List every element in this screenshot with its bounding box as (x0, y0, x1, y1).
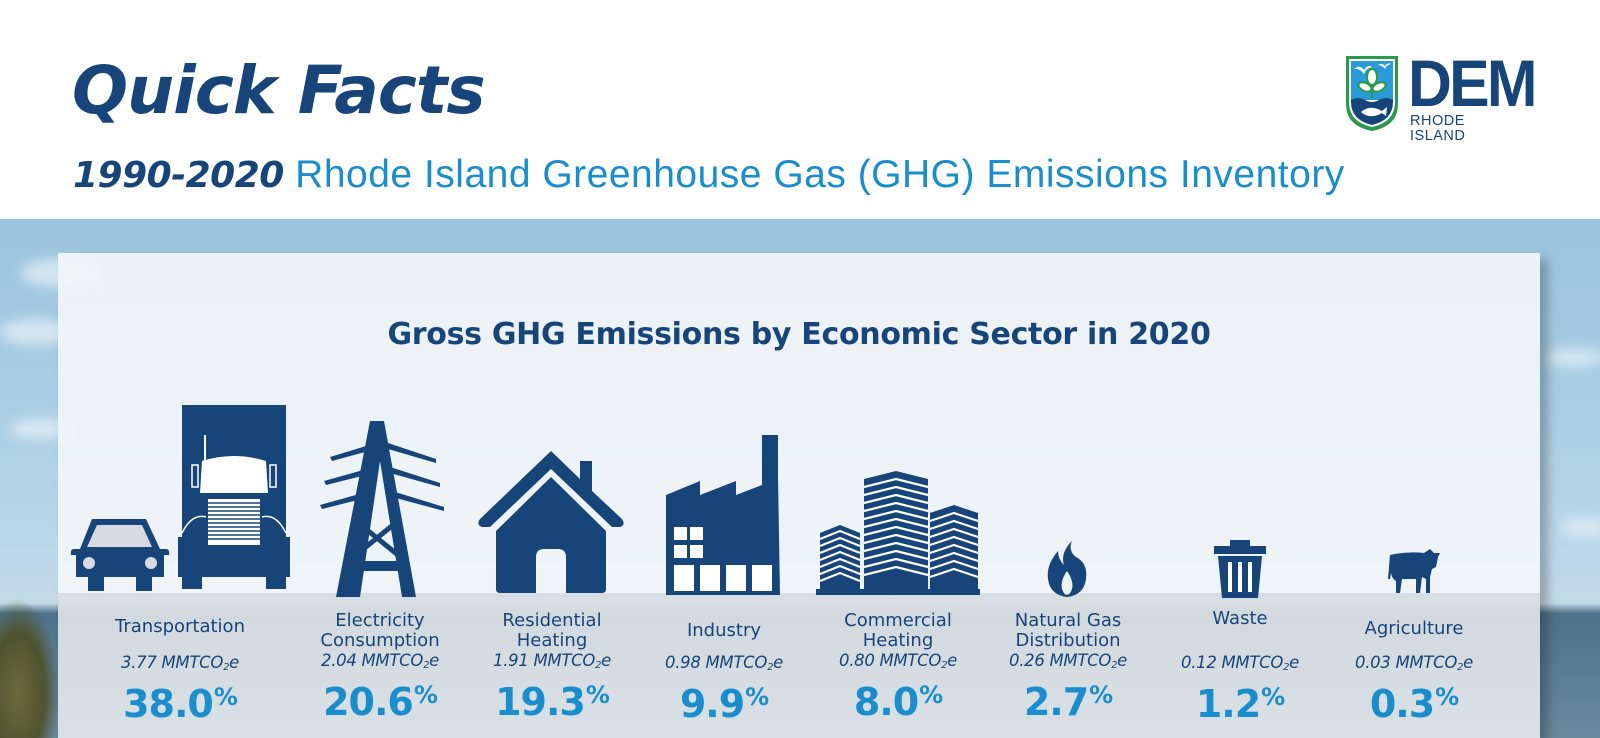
sector-percent: 19.3% (495, 680, 610, 724)
dem-logo: DEM RHODE ISLAND (1344, 50, 1537, 143)
sector-emissions-value: 1.91 MMTCO2e (493, 651, 611, 671)
subtitle-years: 1990-2020 (73, 155, 284, 196)
power-tower-icon (320, 421, 444, 597)
sector-electricity-consumption: Electricity Consumption 2.04 MMTCO2e 20.… (280, 610, 480, 724)
car-icon (70, 515, 170, 593)
page-title: Quick Facts (72, 52, 486, 129)
sector-agriculture: Agriculture 0.03 MMTCO2e 0.3% (1314, 618, 1514, 726)
sector-percent: 8.0% (853, 680, 943, 724)
sector-name-line1: Commercial (844, 610, 952, 631)
cow-icon (1388, 549, 1440, 595)
sector-percent: 2.7% (1023, 680, 1113, 724)
sector-emissions-value: 0.80 MMTCO2e (839, 651, 957, 671)
flame-icon (1046, 541, 1088, 597)
subtitle-text: Rhode Island Greenhouse Gas (GHG) Emissi… (283, 153, 1345, 196)
sector-emissions-value: 3.77 MMTCO2e (121, 653, 239, 673)
sector-emissions-value: 0.98 MMTCO2e (665, 653, 783, 673)
sector-name-line1: Residential (502, 610, 602, 631)
sector-transportation: Transportation 3.77 MMTCO2e 38.0% (80, 616, 280, 726)
sea-overlay (58, 593, 1540, 738)
sector-percent: 38.0% (123, 682, 238, 726)
sector-name-line2: Consumption (320, 630, 440, 651)
buildings-icon (816, 471, 980, 595)
page-subtitle: 1990-2020 Rhode Island Greenhouse Gas (G… (73, 155, 1345, 194)
factory-icon (666, 435, 780, 595)
truck-icon (178, 405, 290, 589)
sector-industry: Industry 0.98 MMTCO2e 9.9% (624, 620, 824, 726)
emissions-card: Gross GHG Emissions by Economic Sector i… (58, 253, 1540, 738)
sector-name-line2: Heating (862, 630, 934, 651)
sector-waste: Waste 0.12 MMTCO2e 1.2% (1140, 608, 1340, 726)
sector-name: Industry (686, 620, 762, 641)
sector-natural-gas-distribution: Natural Gas Distribution 0.26 MMTCO2e 2.… (968, 610, 1168, 724)
house-icon (476, 449, 626, 593)
sector-name-line2: Heating (516, 630, 588, 651)
sector-name: Agriculture (1364, 618, 1464, 639)
dem-wordmark: DEM (1408, 46, 1537, 120)
dem-state-label: RHODE ISLAND (1410, 113, 1466, 144)
sector-name-line1: Natural Gas (1014, 610, 1122, 631)
sector-emissions-value: 0.12 MMTCO2e (1181, 653, 1299, 673)
sector-percent: 0.3% (1369, 682, 1459, 726)
sector-emissions-value: 2.04 MMTCO2e (321, 651, 439, 671)
sector-emissions-value: 0.03 MMTCO2e (1355, 653, 1473, 673)
sector-name: Waste (1212, 608, 1268, 629)
sector-percent: 9.9% (679, 682, 769, 726)
card-title: Gross GHG Emissions by Economic Sector i… (387, 317, 1211, 352)
trash-can-icon (1214, 540, 1266, 598)
header: Quick Facts 1990-2020 Rhode Island Green… (0, 0, 1600, 219)
sector-residential-heating: Residential Heating 1.91 MMTCO2e 19.3% (452, 610, 652, 724)
sector-name: Transportation (115, 616, 245, 637)
sector-commercial-heating: Commercial Heating 0.80 MMTCO2e 8.0% (798, 610, 998, 724)
sector-name-line1: Electricity (335, 610, 425, 631)
sector-name-line2: Distribution (1015, 630, 1121, 651)
sector-percent: 20.6% (323, 680, 438, 724)
sector-percent: 1.2% (1195, 682, 1285, 726)
sector-emissions-value: 0.26 MMTCO2e (1009, 651, 1127, 671)
dem-shield-icon (1344, 54, 1400, 132)
